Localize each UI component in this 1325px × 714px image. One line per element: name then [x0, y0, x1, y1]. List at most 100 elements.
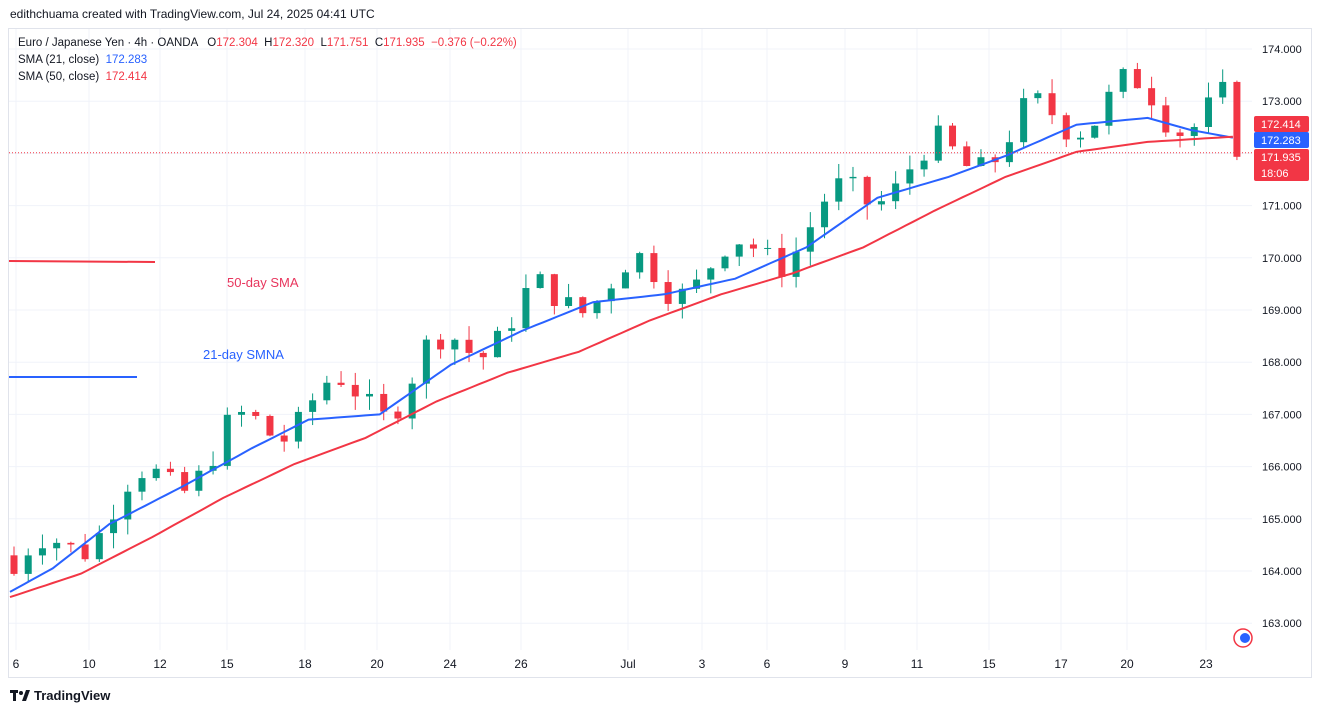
- candle-body: [877, 201, 885, 205]
- sma50-legend-label: SMA (50, close): [18, 71, 100, 83]
- x-tick-label: 3: [699, 657, 706, 671]
- chart-frame[interactable]: [8, 28, 1312, 678]
- candle-body: [863, 176, 871, 205]
- candle-body: [792, 251, 800, 277]
- candle-body: [238, 411, 246, 415]
- candle-body: [1048, 93, 1056, 116]
- candle-body: [536, 274, 544, 289]
- y-tick-label: 163.000: [1262, 618, 1302, 630]
- candle-body: [1176, 132, 1184, 136]
- candle-body: [1133, 69, 1141, 89]
- candle-body: [593, 301, 601, 314]
- sma21-price-tag-text: 172.283: [1261, 135, 1301, 147]
- candle-body: [1077, 137, 1084, 140]
- candle-body: [252, 411, 260, 416]
- y-tick-label: 167.000: [1262, 409, 1302, 421]
- sma50-annotation-line: [8, 260, 156, 263]
- candle-body: [693, 279, 701, 289]
- close-label: C: [374, 37, 384, 49]
- candle-body: [678, 288, 686, 304]
- y-tick-label: 173.000: [1262, 96, 1302, 108]
- x-tick-label: Jul: [620, 657, 635, 671]
- sma50-line: [9, 135, 1233, 599]
- candle-body: [707, 268, 715, 280]
- candle-body: [366, 393, 373, 397]
- sma21-legend-value: 172.283: [105, 54, 148, 66]
- y-tick-label: 168.000: [1262, 357, 1302, 369]
- tradingview-footer[interactable]: TradingView: [10, 688, 110, 703]
- candle-body: [522, 288, 530, 329]
- event-icon-inner: [1240, 633, 1250, 643]
- sma21-legend-row[interactable]: SMA (21, close) 172.283: [18, 52, 517, 69]
- candle-body: [1005, 142, 1013, 163]
- candle-body: [280, 435, 288, 442]
- high-value: 172.320: [272, 37, 315, 49]
- sma50-annotation-text: 50-day SMA: [227, 275, 299, 290]
- y-tick-label: 166.000: [1262, 462, 1302, 474]
- candle-body: [24, 555, 32, 574]
- candle-body: [934, 125, 942, 161]
- candle-body: [906, 169, 914, 184]
- x-tick-label: 20: [1120, 657, 1134, 671]
- candle-body: [408, 383, 416, 419]
- candle-body: [1219, 81, 1227, 98]
- x-tick-label: 18: [298, 657, 312, 671]
- candle-body: [1034, 93, 1042, 99]
- candle-body: [110, 519, 118, 534]
- x-tick-label: 26: [514, 657, 528, 671]
- open-value: 172.304: [216, 37, 258, 49]
- y-tick-label: 164.000: [1262, 566, 1302, 578]
- candle-body: [351, 384, 359, 397]
- y-tick-label: 171.000: [1262, 201, 1302, 213]
- sma50-legend-value: 172.414: [105, 71, 148, 83]
- candle-body: [323, 382, 331, 401]
- candle-body: [209, 465, 217, 471]
- x-tick-label: 10: [82, 657, 96, 671]
- x-tick-label: 17: [1054, 657, 1068, 671]
- candle-body: [650, 253, 658, 283]
- candle-body: [749, 244, 757, 249]
- chart-credit: edithchuama created with TradingView.com…: [10, 7, 375, 21]
- x-tick-label: 6: [13, 657, 20, 671]
- candle-body: [479, 352, 487, 358]
- candle-body: [451, 339, 459, 350]
- candle-body: [294, 411, 302, 442]
- candle-body: [1233, 81, 1241, 157]
- low-value: 171.751: [326, 37, 369, 49]
- candle-body: [67, 542, 75, 545]
- candle-body: [1119, 69, 1127, 92]
- candle-body: [337, 382, 345, 385]
- high-label: H: [264, 37, 273, 49]
- y-tick-label: 169.000: [1262, 305, 1302, 317]
- candle-body: [124, 491, 132, 520]
- change-value: −0.376 (−0.22%): [431, 37, 517, 49]
- candle-body: [550, 274, 558, 307]
- candle-body: [607, 288, 615, 302]
- countdown-text: 18:06: [1261, 168, 1289, 180]
- candle-body: [266, 415, 274, 436]
- candle-body: [81, 544, 89, 560]
- candle-body: [223, 414, 231, 466]
- candle-body: [1204, 97, 1212, 127]
- symbol-name[interactable]: Euro / Japanese Yen · 4h · OANDA: [18, 37, 198, 49]
- candle-body: [95, 533, 103, 560]
- low-label: L: [320, 37, 327, 49]
- candle-body: [152, 468, 160, 479]
- candle-body: [949, 125, 957, 147]
- candle-body: [636, 253, 644, 273]
- x-tick-label: 6: [764, 657, 771, 671]
- candle-body: [437, 339, 445, 350]
- candle-body: [920, 160, 928, 170]
- x-tick-label: 20: [370, 657, 384, 671]
- candle-body: [963, 146, 971, 166]
- sma50-legend-row[interactable]: SMA (50, close) 172.414: [18, 69, 517, 86]
- footer-brand: TradingView: [34, 688, 111, 703]
- y-tick-label: 170.000: [1262, 253, 1302, 265]
- candle-body: [309, 400, 317, 412]
- candle-body: [735, 244, 743, 257]
- candle-body: [166, 468, 174, 473]
- x-tick-label: 11: [911, 657, 924, 671]
- candle-body: [380, 393, 388, 412]
- candle-body: [1162, 105, 1170, 133]
